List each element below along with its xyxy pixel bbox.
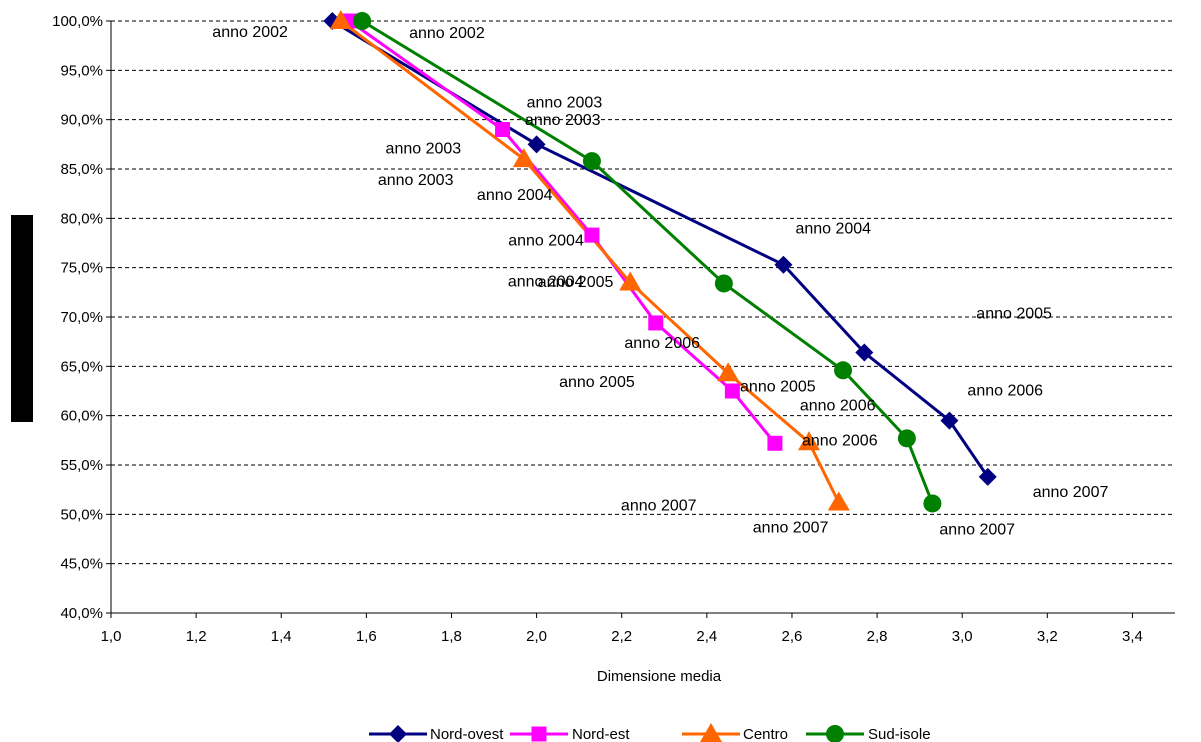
data-label: anno 2007 bbox=[621, 497, 697, 514]
data-point bbox=[353, 12, 372, 30]
x-tick-label: 3,4 bbox=[1122, 628, 1143, 645]
data-point bbox=[826, 725, 844, 742]
x-tick-label: 1,2 bbox=[186, 628, 207, 645]
data-point bbox=[619, 271, 642, 291]
data-point bbox=[940, 411, 959, 430]
data-point bbox=[767, 435, 783, 451]
data-label: anno 2004 bbox=[477, 187, 553, 204]
axes bbox=[106, 20, 1175, 618]
series-line bbox=[339, 19, 841, 504]
x-tick-label: 3,0 bbox=[952, 628, 973, 645]
legend-label: Sud-isole bbox=[868, 726, 931, 742]
legend-label: Centro bbox=[743, 726, 788, 742]
data-label: anno 2004 bbox=[508, 232, 584, 249]
data-label: anno 2004 bbox=[508, 273, 584, 290]
data-label: anno 2005 bbox=[740, 378, 816, 395]
data-point bbox=[774, 255, 793, 274]
data-label: anno 2007 bbox=[1033, 484, 1109, 501]
y-tick-label: 80,0% bbox=[60, 210, 103, 227]
data-label: anno 2007 bbox=[753, 519, 829, 536]
y-tick-label: 55,0% bbox=[60, 457, 103, 474]
data-point bbox=[512, 148, 535, 168]
y-tick-label: 85,0% bbox=[60, 161, 103, 178]
data-label: anno 2002 bbox=[409, 25, 485, 42]
data-label: anno 2006 bbox=[800, 397, 876, 414]
y-tick-label: 45,0% bbox=[60, 556, 103, 573]
x-axis-label: Dimensione media bbox=[597, 668, 722, 685]
data-point bbox=[978, 467, 997, 486]
data-label: anno 2006 bbox=[802, 432, 878, 449]
x-tick-label: 2,6 bbox=[782, 628, 803, 645]
data-point bbox=[717, 362, 740, 382]
series-line bbox=[361, 19, 934, 505]
data-label: anno 2005 bbox=[976, 306, 1052, 323]
data-point bbox=[897, 429, 916, 448]
y-tick-label: 40,0% bbox=[60, 605, 103, 622]
legend: Nord-ovest Nord-est Centro Sud-isole bbox=[369, 723, 931, 742]
data-label: anno 2005 bbox=[538, 274, 614, 291]
data-point bbox=[827, 491, 850, 511]
data-point bbox=[329, 10, 352, 29]
data-point bbox=[923, 494, 942, 513]
data-label: anno 2003 bbox=[378, 172, 454, 189]
data-point bbox=[495, 122, 511, 138]
data-label: anno 2003 bbox=[386, 141, 462, 158]
data-label: anno 2006 bbox=[624, 335, 700, 352]
data-label: anno 2005 bbox=[559, 374, 635, 391]
x-tick-label: 2,0 bbox=[526, 628, 547, 645]
y-tick-label: 75,0% bbox=[60, 260, 103, 277]
data-point bbox=[700, 723, 722, 742]
x-tick-label: 3,2 bbox=[1037, 628, 1058, 645]
data-point bbox=[855, 343, 874, 362]
data-label: anno 2004 bbox=[795, 221, 871, 238]
x-tick-label: 2,4 bbox=[696, 628, 717, 645]
y-tick-label: 95,0% bbox=[60, 62, 103, 79]
x-tick-label: 2,8 bbox=[867, 628, 888, 645]
data-point bbox=[584, 227, 600, 243]
data-point bbox=[714, 274, 733, 293]
y-axis-title-block bbox=[11, 215, 33, 422]
y-tick-label: 70,0% bbox=[60, 309, 103, 326]
data-point bbox=[797, 431, 820, 451]
data-label: anno 2002 bbox=[212, 24, 288, 41]
x-tick-label: 1,8 bbox=[441, 628, 462, 645]
series-group bbox=[323, 10, 997, 513]
x-tick-label: 1,4 bbox=[271, 628, 292, 645]
x-tick-label: 2,2 bbox=[611, 628, 632, 645]
x-tick-labels: 1,0 1,2 1,4 1,6 1,8 2,0 2,2 2,4 2,6 2,8 3,0 3,2 3,4 bbox=[101, 628, 1143, 645]
data-label: anno 2006 bbox=[967, 383, 1043, 400]
data-label: anno 2007 bbox=[939, 521, 1015, 538]
y-tick-label: 90,0% bbox=[60, 112, 103, 129]
data-point bbox=[582, 152, 601, 171]
y-tick-label: 50,0% bbox=[60, 506, 103, 523]
series-line bbox=[348, 19, 777, 445]
y-tick-label: 100,0% bbox=[52, 13, 103, 30]
x-tick-label: 1,0 bbox=[101, 628, 122, 645]
y-tick-labels: 40,0% 45,0% 50,0% 55,0% 60,0% 65,0% 70,0% 75,0%… bbox=[52, 13, 103, 622]
y-tick-label: 65,0% bbox=[60, 358, 103, 375]
data-point bbox=[531, 726, 547, 742]
data-label: anno 2003 bbox=[527, 94, 603, 111]
data-point bbox=[389, 725, 407, 742]
y-tick-label: 60,0% bbox=[60, 408, 103, 425]
x-tick-label: 1,6 bbox=[356, 628, 377, 645]
data-point bbox=[648, 315, 664, 331]
data-point bbox=[724, 383, 740, 399]
legend-label: Nord-ovest bbox=[430, 726, 504, 742]
data-point bbox=[834, 361, 853, 380]
legend-label: Nord-est bbox=[572, 726, 630, 742]
gridlines bbox=[111, 20, 1175, 565]
data-point bbox=[527, 135, 546, 154]
data-label: anno 2003 bbox=[525, 112, 601, 129]
